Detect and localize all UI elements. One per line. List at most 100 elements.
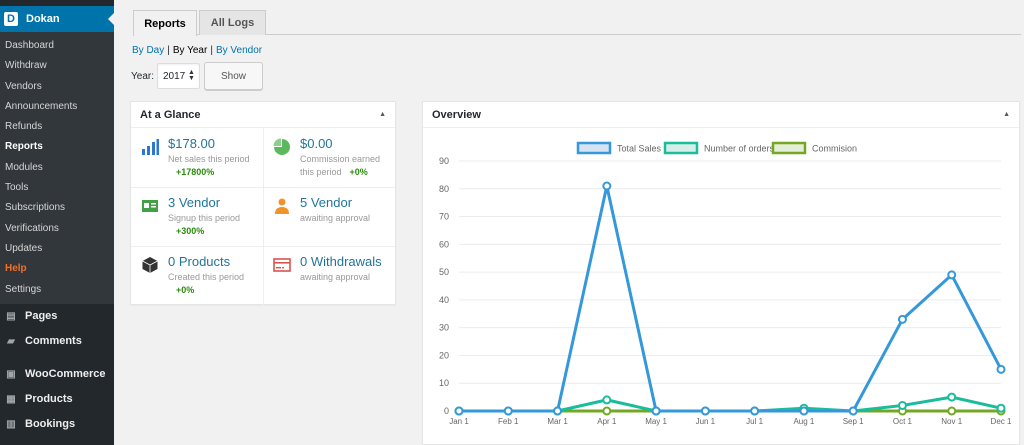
x-tick-label: Jul 1 — [746, 417, 763, 426]
data-point — [996, 403, 1006, 413]
glance-change: +0% — [349, 167, 368, 177]
x-tick-label: Jun 1 — [696, 417, 716, 426]
user-icon — [273, 197, 291, 215]
data-point — [897, 314, 907, 324]
sidebar-item-vendors[interactable]: Vendors — [5, 80, 42, 92]
year-select[interactable]: 2017 ▲ ▼ — [156, 63, 200, 89]
by-day-link[interactable]: By Day — [132, 45, 165, 56]
sidebar-item-dokan[interactable]: D Dokan — [0, 6, 114, 32]
glance-value: 0 Withdrawals — [300, 254, 382, 269]
glance-desc: Signup this period +300% — [168, 212, 263, 238]
by-year-link[interactable]: By Year — [172, 45, 208, 56]
sidebar-item-tools[interactable]: Tools — [5, 182, 29, 194]
sidebar-item-subscriptions[interactable]: Subscriptions — [5, 202, 66, 214]
x-tick-label: Oct 1 — [893, 417, 913, 426]
x-tick-label: Apr 1 — [597, 417, 617, 426]
glance-title: At a Glance — [140, 108, 201, 121]
sidebar-item-label: Pages — [25, 310, 58, 323]
pie-chart-icon — [273, 138, 291, 156]
glance-desc: Net sales this period +17800% — [168, 153, 263, 179]
glance-cell: 0 Withdrawals awaiting approval — [263, 246, 395, 305]
glance-change: +0% — [176, 285, 195, 295]
sidebar-item-bookings[interactable]: ▥ Bookings — [0, 412, 114, 437]
sidebar-top — [0, 0, 114, 6]
glance-desc: awaiting approval — [300, 212, 395, 225]
show-button[interactable]: Show — [203, 62, 263, 90]
glance-cell: 0 Products Created this period +0% — [131, 246, 263, 305]
data-point — [602, 395, 612, 405]
overview-box: Overview ▲ 0 10 20 30 40 50 60 70 80 90 Jan 1 Feb 1… — [422, 101, 1020, 445]
glance-desc: awaiting approval — [300, 271, 395, 284]
y-tick-label: 90 — [439, 156, 449, 166]
glance-desc-text: Commission earned this period — [300, 154, 381, 177]
collapse-arrow-icon[interactable]: ▲ — [379, 111, 386, 118]
period-nav: By Day | By Year | By Vendor — [132, 45, 262, 56]
sidebar-item-label: WooCommerce — [25, 368, 106, 381]
by-vendor-link[interactable]: By Vendor — [215, 45, 263, 56]
series-line — [459, 184, 1003, 413]
year-filter: Year: 2017 ▲ ▼ Show — [131, 62, 263, 90]
sidebar-item-woocommerce[interactable]: ▣ WooCommerce — [0, 362, 114, 387]
legend-label: Number of orders — [704, 144, 775, 154]
y-tick-label: 60 — [439, 239, 449, 249]
glance-cell: $178.00 Net sales this period +17800% — [131, 128, 263, 187]
glance-cell: 5 Vendor awaiting approval — [263, 187, 395, 246]
collapse-arrow-icon[interactable]: ▲ — [1003, 111, 1010, 118]
data-point — [651, 406, 661, 416]
report-tabs: Reports All Logs — [133, 10, 1021, 36]
dokan-submenu: Dashboard Withdraw Vendors Announcements Ref… — [0, 32, 114, 304]
data-point — [503, 406, 513, 416]
sidebar-item-label: Dokan — [26, 13, 60, 25]
legend-label: Total Sales — [617, 144, 662, 154]
data-point — [996, 364, 1006, 374]
data-point — [602, 406, 612, 416]
woocommerce-icon: ▣ — [6, 368, 16, 380]
main-menu: ▤ Pages ▰ Comments ▣ WooCommerce ▦ Products ▥ Boo… — [0, 304, 114, 437]
y-tick-label: 40 — [439, 295, 449, 305]
tab-reports[interactable]: Reports — [133, 10, 197, 36]
legend-swatch — [663, 141, 699, 155]
sidebar-item-settings[interactable]: Settings — [5, 283, 42, 295]
sidebar-item-products[interactable]: ▦ Products — [0, 387, 114, 412]
sidebar-item-modules[interactable]: Modules — [5, 161, 43, 173]
x-tick-label: Nov 1 — [941, 417, 962, 426]
sidebar-item-pages[interactable]: ▤ Pages — [0, 304, 114, 329]
sidebar-item-announcements[interactable]: Announcements — [5, 100, 78, 112]
sidebar-item-comments[interactable]: ▰ Comments — [0, 329, 114, 354]
bar-chart-icon — [141, 138, 159, 156]
sidebar-item-updates[interactable]: Updates — [5, 242, 43, 254]
products-icon: ▦ — [6, 393, 16, 405]
data-point — [553, 406, 563, 416]
glance-value: $0.00 — [300, 136, 333, 151]
sidebar-item-verifications[interactable]: Verifications — [5, 222, 59, 234]
glance-value: 5 Vendor — [300, 195, 353, 210]
sidebar-item-help[interactable]: Help — [5, 263, 27, 275]
glance-desc-text: Net sales this period — [168, 154, 250, 164]
updown-arrows-icon: ▲ ▼ — [188, 69, 195, 82]
data-point — [897, 400, 907, 410]
data-point — [454, 406, 464, 416]
bookings-icon: ▥ — [6, 418, 16, 430]
y-tick-label: 70 — [439, 212, 449, 222]
data-point — [947, 270, 957, 280]
overview-title: Overview — [432, 108, 481, 121]
x-tick-label: Jan 1 — [449, 417, 469, 426]
sidebar-item-reports[interactable]: Reports — [5, 141, 43, 153]
x-tick-label: Aug 1 — [793, 417, 814, 426]
y-tick-label: 80 — [439, 184, 449, 194]
year-label: Year: — [131, 70, 154, 82]
data-point — [750, 406, 760, 416]
glance-header[interactable]: At a Glance ▲ — [131, 102, 395, 128]
overview-header[interactable]: Overview ▲ — [423, 102, 1019, 128]
separator: | — [210, 45, 213, 56]
series-line — [459, 395, 1002, 413]
x-tick-label: Feb 1 — [498, 417, 519, 426]
sidebar-item-refunds[interactable]: Refunds — [5, 121, 43, 133]
y-tick-label: 20 — [439, 350, 449, 360]
tab-all-logs[interactable]: All Logs — [199, 10, 266, 35]
glance-value: 3 Vendor — [168, 195, 221, 210]
sidebar-item-withdraw[interactable]: Withdraw — [5, 60, 47, 72]
y-tick-label: 50 — [439, 267, 449, 277]
box-icon — [141, 256, 159, 274]
sidebar-item-dashboard[interactable]: Dashboard — [5, 40, 54, 51]
